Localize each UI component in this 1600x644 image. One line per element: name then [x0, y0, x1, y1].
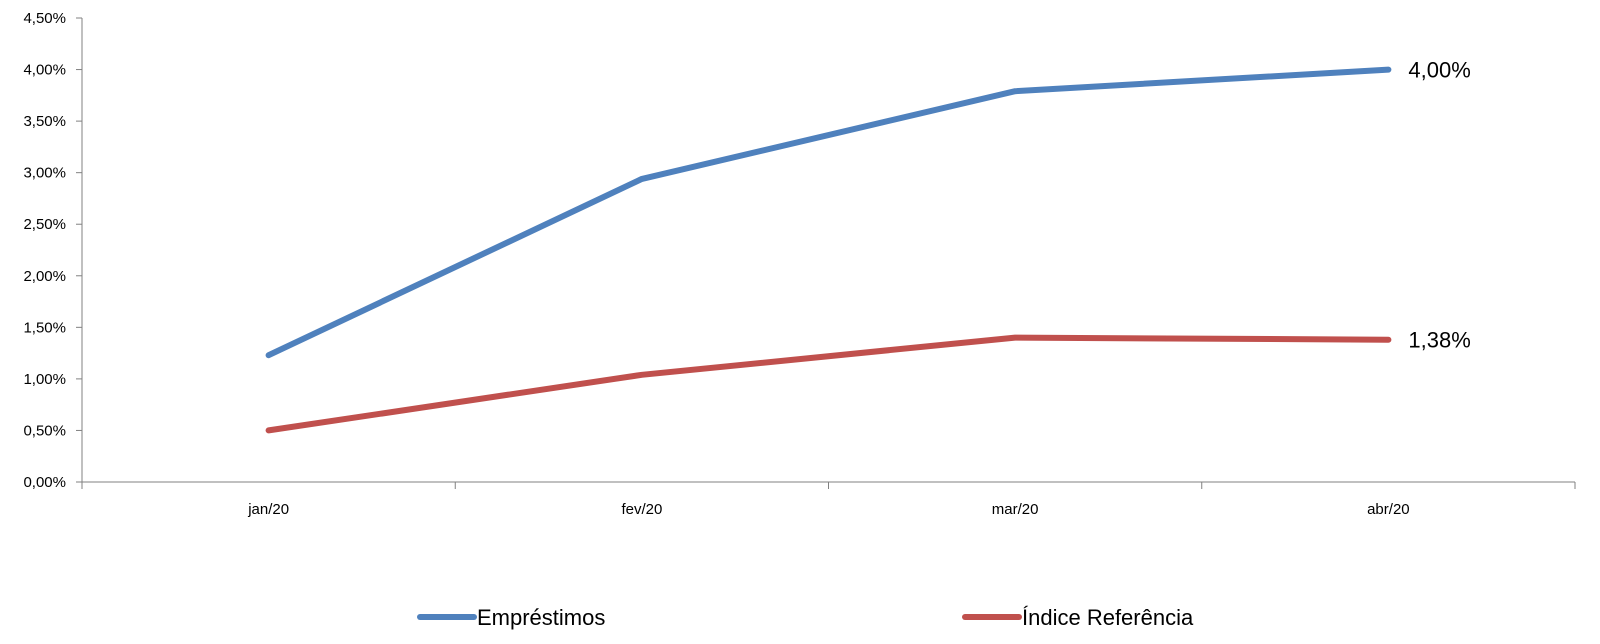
- end-data-label: 4,00%: [1408, 58, 1470, 83]
- x-tick-label: fev/20: [621, 501, 662, 518]
- series-line-2: [265, 334, 1392, 434]
- legend-label: Índice Referência: [1022, 605, 1194, 630]
- legend: Empréstimos Índice Referência: [417, 605, 1194, 630]
- y-tick-label: 1,50%: [23, 319, 66, 336]
- y-tick-label: 3,50%: [23, 113, 66, 130]
- y-tick-label: 2,00%: [23, 268, 66, 285]
- y-tick-label: 1,00%: [23, 371, 66, 388]
- x-tick-label: mar/20: [992, 501, 1039, 518]
- x-tick-label: abr/20: [1367, 501, 1410, 518]
- y-tick-label: 0,50%: [23, 422, 66, 439]
- data-labels: 4,00% 1,38%: [1408, 58, 1470, 353]
- y-tick-label: 2,50%: [23, 216, 66, 233]
- x-tick-label: jan/20: [247, 501, 289, 518]
- axes: 0,00% 0,50% 1,00% 1,50% 2,00% 2,50% 3,00% 3,50%…: [23, 10, 1576, 518]
- series-line-1: [265, 66, 1392, 359]
- y-tick-label: 0,00%: [23, 474, 66, 491]
- y-tick-label: 4,00%: [23, 62, 66, 79]
- y-tick-label: 3,00%: [23, 165, 66, 182]
- y-tick-label: 4,50%: [23, 10, 66, 27]
- end-data-label: 1,38%: [1408, 328, 1470, 353]
- series-lines: [265, 66, 1392, 434]
- legend-label: Empréstimos: [477, 605, 605, 630]
